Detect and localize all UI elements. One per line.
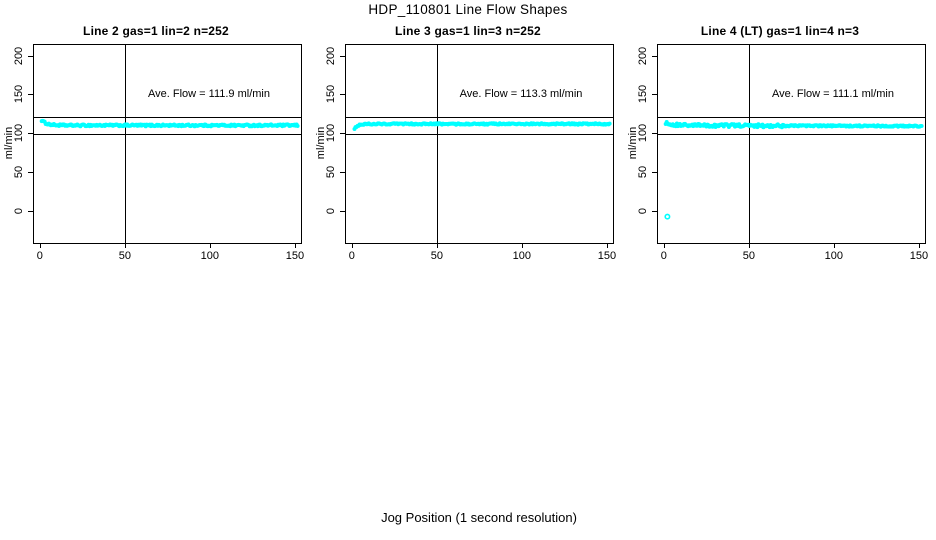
ave-flow-annotation: Ave. Flow = 111.1 ml/min bbox=[772, 88, 894, 100]
reference-line-horizontal bbox=[658, 116, 925, 118]
reference-line-horizontal bbox=[346, 133, 613, 135]
y-tick-mark bbox=[652, 55, 657, 57]
x-tick-mark bbox=[606, 243, 608, 248]
y-tick-mark bbox=[652, 94, 657, 96]
reference-line-vertical bbox=[749, 45, 751, 243]
scatter-points bbox=[663, 120, 924, 220]
x-tick-mark bbox=[833, 243, 835, 248]
plot-area: Ave. Flow = 113.3 ml/min bbox=[345, 44, 614, 244]
y-tick-label: 100 bbox=[13, 124, 25, 143]
panel-line-3: Line 3 gas=1 lin=3 n=252 ml/min Ave. Flo… bbox=[312, 0, 624, 280]
y-tick-label: 0 bbox=[637, 207, 649, 214]
plot-area: Ave. Flow = 111.9 ml/min bbox=[33, 44, 302, 244]
x-tick-mark bbox=[436, 243, 438, 248]
reference-line-horizontal bbox=[34, 133, 301, 135]
reference-line-horizontal bbox=[34, 116, 301, 118]
x-tick-label: 100 bbox=[200, 250, 220, 262]
x-tick-label: 100 bbox=[512, 250, 532, 262]
y-tick-mark bbox=[652, 133, 657, 135]
x-tick-label: 150 bbox=[909, 250, 929, 262]
y-tick-mark bbox=[340, 133, 345, 135]
y-tick-label: 50 bbox=[325, 165, 337, 179]
y-tick-mark bbox=[652, 172, 657, 174]
y-tick-label: 200 bbox=[325, 46, 337, 65]
y-tick-mark bbox=[340, 94, 345, 96]
reference-line-vertical bbox=[125, 45, 127, 243]
y-tick-label: 200 bbox=[637, 46, 649, 65]
y-tick-label: 50 bbox=[637, 165, 649, 179]
x-tick-mark bbox=[663, 243, 665, 248]
y-tick-mark bbox=[28, 94, 33, 96]
y-tick-mark bbox=[28, 210, 33, 212]
plot-area: Ave. Flow = 111.1 ml/min bbox=[657, 44, 926, 244]
y-tick-label: 50 bbox=[13, 165, 25, 179]
y-tick-label: 150 bbox=[325, 85, 337, 104]
ave-flow-annotation: Ave. Flow = 113.3 ml/min bbox=[459, 88, 583, 100]
panel-title: Line 4 (LT) gas=1 lin=4 n=3 bbox=[700, 24, 860, 38]
y-tick-mark bbox=[340, 55, 345, 57]
x-tick-label: 0 bbox=[348, 250, 355, 262]
panel-title: Line 3 gas=1 lin=3 n=252 bbox=[395, 24, 541, 38]
x-tick-label: 50 bbox=[430, 250, 443, 262]
panel-title: Line 2 gas=1 lin=2 n=252 bbox=[83, 24, 229, 38]
y-tick-mark bbox=[340, 172, 345, 174]
ave-flow-annotation: Ave. Flow = 111.9 ml/min bbox=[148, 88, 270, 100]
scatter-points bbox=[39, 118, 300, 129]
y-tick-mark bbox=[340, 210, 345, 212]
x-tick-mark bbox=[124, 243, 126, 248]
x-tick-mark bbox=[918, 243, 920, 248]
x-tick-mark bbox=[748, 243, 750, 248]
scatter-points bbox=[352, 121, 612, 131]
y-tick-label: 150 bbox=[637, 85, 649, 104]
y-tick-mark bbox=[28, 172, 33, 174]
y-tick-label: 0 bbox=[13, 207, 25, 214]
y-tick-label: 200 bbox=[13, 46, 25, 65]
panel-line-4: Line 4 (LT) gas=1 lin=4 n=3 ml/min Ave. … bbox=[624, 0, 936, 280]
x-tick-mark bbox=[209, 243, 211, 248]
y-tick-label: 100 bbox=[325, 124, 337, 143]
x-tick-mark bbox=[39, 243, 41, 248]
reference-line-vertical bbox=[437, 45, 439, 243]
x-tick-label: 0 bbox=[660, 250, 667, 262]
y-tick-label: 100 bbox=[637, 124, 649, 143]
panel-line-2: Line 2 gas=1 lin=2 n=252 ml/min Ave. Flo… bbox=[0, 0, 312, 280]
y-tick-label: 150 bbox=[13, 85, 25, 104]
x-tick-label: 50 bbox=[118, 250, 131, 262]
y-tick-mark bbox=[652, 210, 657, 212]
x-tick-label: 0 bbox=[36, 250, 43, 262]
x-tick-mark bbox=[351, 243, 353, 248]
figure-title: HDP_110801 Line Flow Shapes bbox=[368, 2, 568, 17]
y-tick-mark bbox=[28, 55, 33, 57]
y-tick-label: 0 bbox=[325, 207, 337, 214]
x-tick-mark bbox=[294, 243, 296, 248]
reference-line-horizontal bbox=[346, 116, 613, 118]
x-tick-label: 150 bbox=[285, 250, 305, 262]
x-tick-label: 100 bbox=[824, 250, 844, 262]
x-tick-label: 150 bbox=[597, 250, 617, 262]
outlier-point bbox=[664, 213, 671, 220]
x-tick-label: 50 bbox=[742, 250, 755, 262]
y-tick-mark bbox=[28, 133, 33, 135]
x-axis-label: Jog Position (1 second resolution) bbox=[381, 510, 577, 525]
x-tick-mark bbox=[521, 243, 523, 248]
reference-line-horizontal bbox=[658, 133, 925, 135]
